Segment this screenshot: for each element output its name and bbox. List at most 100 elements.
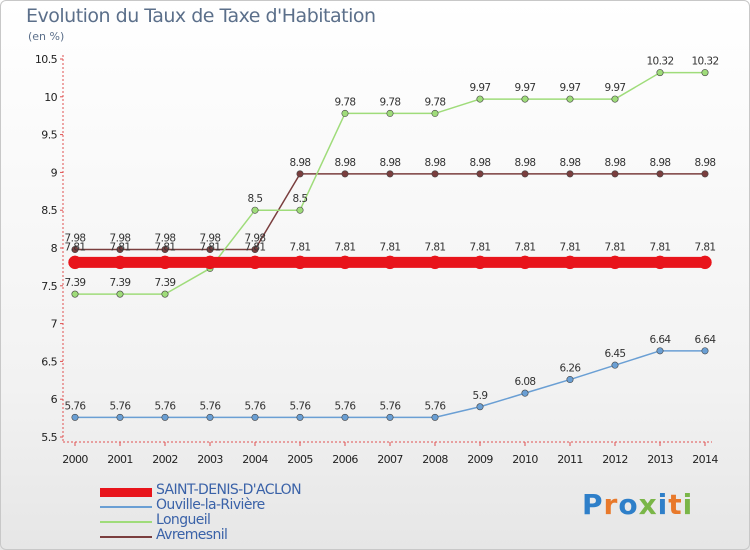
data-point: [296, 413, 304, 421]
data-point: [656, 347, 664, 355]
line-chart: 5.5 6 6.5 7 7.5 8 8.5 9 9.5 10 10.5 2000 2001 2002 200…: [35, 53, 719, 466]
data-label: 7.81: [155, 241, 176, 253]
x-tick-label: 2004: [242, 453, 268, 466]
logo-letter: i: [657, 488, 669, 521]
data-label: 8.5: [293, 193, 308, 205]
data-label: 7.81: [470, 241, 491, 253]
x-tick-label: 2012: [602, 453, 628, 466]
logo-letter: t: [668, 488, 683, 521]
x-tick-label: 2000: [62, 453, 88, 466]
y-tick-label: 6.5: [41, 355, 57, 368]
data-label: 7.98: [110, 233, 131, 245]
data-label: 7.81: [560, 241, 581, 253]
data-point: [206, 413, 214, 421]
data-point: [698, 255, 712, 270]
data-label: 8.98: [425, 157, 446, 169]
x-tick-label: 2006: [332, 453, 358, 466]
x-tick-label: 2008: [422, 453, 448, 466]
data-point: [701, 170, 709, 178]
data-label: 9.97: [470, 82, 491, 94]
legend-item: SAINT-DENIS-D'ACLON: [100, 482, 400, 500]
data-label: 8.98: [650, 157, 671, 169]
data-point: [341, 109, 349, 117]
data-label: 5.76: [155, 400, 177, 412]
data-label: 7.81: [110, 241, 131, 253]
x-tick-label: 2011: [557, 453, 583, 466]
logo-letter: P: [582, 488, 604, 521]
data-point: [161, 290, 169, 298]
data-point: [338, 255, 352, 270]
data-label: 8.5: [248, 193, 263, 205]
y-tick-label: 7: [51, 318, 58, 331]
legend-label: Longueil: [156, 512, 211, 528]
data-label: 7.98: [65, 233, 86, 245]
data-label: 7.98: [245, 233, 266, 245]
data-point: [71, 413, 79, 421]
data-label: 7.81: [650, 241, 671, 253]
data-label: 7.81: [605, 241, 626, 253]
data-label: 10.32: [646, 56, 673, 68]
y-tick-label: 9: [51, 166, 58, 179]
data-label: 5.76: [65, 400, 87, 412]
data-point: [341, 170, 349, 178]
data-label: 9.78: [380, 96, 401, 108]
data-point: [656, 69, 664, 77]
data-label: 7.81: [245, 241, 266, 253]
data-label: 9.97: [560, 82, 581, 94]
chart-title: Evolution du Taux de Taxe d'Habitation: [26, 5, 376, 27]
data-point: [656, 170, 664, 178]
data-point: [206, 246, 214, 254]
data-point: [431, 413, 439, 421]
data-point: [251, 206, 259, 214]
x-tick-label: 2002: [152, 453, 178, 466]
data-point: [521, 389, 529, 397]
data-point: [608, 255, 622, 270]
y-tick-label: 8.5: [41, 204, 57, 217]
data-label: 6.26: [560, 363, 582, 375]
data-label: 6.45: [605, 348, 626, 360]
legend-swatch: [100, 536, 152, 538]
data-point: [653, 255, 667, 270]
data-label: 9.78: [425, 96, 446, 108]
data-point: [476, 170, 484, 178]
x-tick-label: 2007: [377, 453, 403, 466]
legend-item: Longueil: [100, 512, 400, 530]
y-tick-label: 10: [44, 91, 57, 104]
data-label: 5.76: [335, 400, 357, 412]
data-point: [383, 255, 397, 270]
data-point: [521, 95, 529, 103]
logo-letter: x: [638, 488, 658, 521]
data-point: [161, 413, 169, 421]
data-point: [68, 255, 82, 270]
logo-letter: r: [603, 488, 619, 521]
data-point: [566, 95, 574, 103]
data-label: 8.98: [695, 157, 716, 169]
data-point: [248, 255, 262, 270]
data-label: 7.39: [110, 277, 131, 289]
data-label: 9.97: [605, 82, 626, 94]
data-point: [203, 255, 217, 270]
data-point: [251, 246, 259, 254]
data-label: 7.81: [200, 241, 221, 253]
data-label: 7.81: [290, 241, 311, 253]
data-point: [158, 255, 172, 270]
data-label: 10.32: [691, 56, 718, 68]
data-label: 7.39: [155, 277, 176, 289]
data-label: 8.98: [290, 157, 311, 169]
y-tick-label: 8: [51, 242, 58, 255]
data-label: 5.76: [245, 400, 267, 412]
data-label: 7.81: [515, 241, 536, 253]
y-tick-label: 5.5: [41, 431, 57, 444]
x-tick-label: 2009: [467, 453, 493, 466]
data-point: [116, 290, 124, 298]
legend-item: Ouville-la-Rivière: [100, 497, 400, 515]
y-tick-label: 7.5: [41, 280, 57, 293]
data-point: [71, 290, 79, 298]
x-tick-label: 2001: [107, 453, 133, 466]
data-point: [113, 255, 127, 270]
data-label: 5.76: [425, 400, 447, 412]
data-label: 8.98: [470, 157, 491, 169]
data-label: 7.39: [65, 277, 86, 289]
data-point: [566, 170, 574, 178]
data-point: [386, 109, 394, 117]
